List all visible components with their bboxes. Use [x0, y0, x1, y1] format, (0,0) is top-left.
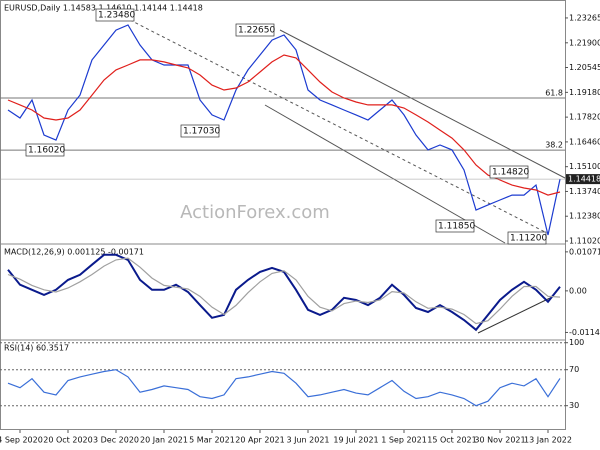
panel-title: RSI(14) 60.3517 — [4, 344, 69, 353]
annotation: 1.17030 — [183, 127, 220, 137]
y-tick-label: 0.010715 — [569, 247, 600, 256]
x-tick-label: 5 Mar 2021 — [189, 436, 235, 445]
annotation: 1.22650 — [238, 26, 275, 36]
x-tick-label: 1 Sep 2021 — [381, 436, 427, 445]
annotation: 1.11200 — [510, 234, 547, 244]
y-tick-label: 1.17820 — [569, 113, 600, 122]
y-tick-label: -0.011424 — [569, 328, 600, 337]
series-line — [7, 253, 561, 332]
y-tick-label: 1.23265 — [569, 13, 600, 22]
y-tick-label: 30 — [569, 401, 579, 410]
series-line — [7, 257, 561, 325]
macd-trend-line — [477, 297, 551, 334]
y-tick-label: 1.15100 — [569, 162, 600, 171]
series-line — [7, 369, 561, 407]
fib-label: 38.2 — [545, 141, 563, 150]
fib-label: 61.8 — [545, 89, 563, 98]
x-tick-label: 3 Dec 2020 — [93, 436, 139, 445]
series-line — [7, 24, 561, 236]
y-tick-label: 1.19180 — [569, 88, 600, 97]
y-tick-label: 1.20545 — [569, 63, 600, 72]
annotation-box — [180, 124, 220, 138]
x-tick-label: 20 Apr 2021 — [235, 436, 284, 445]
last-price-label: 1.14418 — [568, 175, 600, 184]
y-tick-label: 0.00 — [569, 286, 587, 295]
panel-title: MACD(12,26,9) 0.001125 -0.00171 — [4, 248, 144, 257]
x-tick-label: 3 Jun 2021 — [286, 436, 329, 445]
annotation: 1.23480 — [98, 11, 135, 21]
channel-line — [279, 29, 566, 179]
annotation-box — [489, 165, 529, 179]
chart-title: EURUSD,Daily 1.14583 1.14610 1.14144 1.1… — [4, 4, 203, 13]
watermark: ActionForex.com — [180, 202, 330, 223]
x-tick-label: 13 Jan 2022 — [524, 436, 572, 445]
annotation-box — [507, 231, 547, 245]
series-line — [7, 54, 561, 196]
frame — [0, 0, 566, 430]
y-tick-label: 100 — [569, 338, 584, 347]
last-price-box — [566, 174, 600, 185]
x-tick-label: 30 Nov 2021 — [474, 436, 525, 445]
annotation-box — [25, 143, 65, 157]
annotation-box — [435, 219, 475, 233]
x-tick-label: 15 Oct 2021 — [427, 436, 476, 445]
annotation-box — [235, 23, 275, 37]
y-tick-label: 1.13740 — [569, 187, 600, 196]
x-tick-label: 20 Oct 2020 — [43, 436, 92, 445]
annotation-box — [95, 8, 135, 22]
annotation: 1.14820 — [492, 168, 529, 178]
x-tick-label: 4 Sep 2020 — [0, 436, 43, 445]
annotation: 1.16020 — [28, 146, 65, 156]
y-tick-label: 1.11020 — [569, 236, 600, 245]
y-tick-label: 1.12380 — [569, 212, 600, 221]
y-tick-label: 1.21900 — [569, 38, 600, 47]
annotation: 1.11850 — [438, 222, 475, 232]
x-tick-label: 20 Jan 2021 — [140, 436, 188, 445]
x-tick-label: 19 Jul 2021 — [333, 436, 378, 445]
y-tick-label: 70 — [569, 365, 579, 374]
y-tick-label: 1.16460 — [569, 137, 600, 146]
